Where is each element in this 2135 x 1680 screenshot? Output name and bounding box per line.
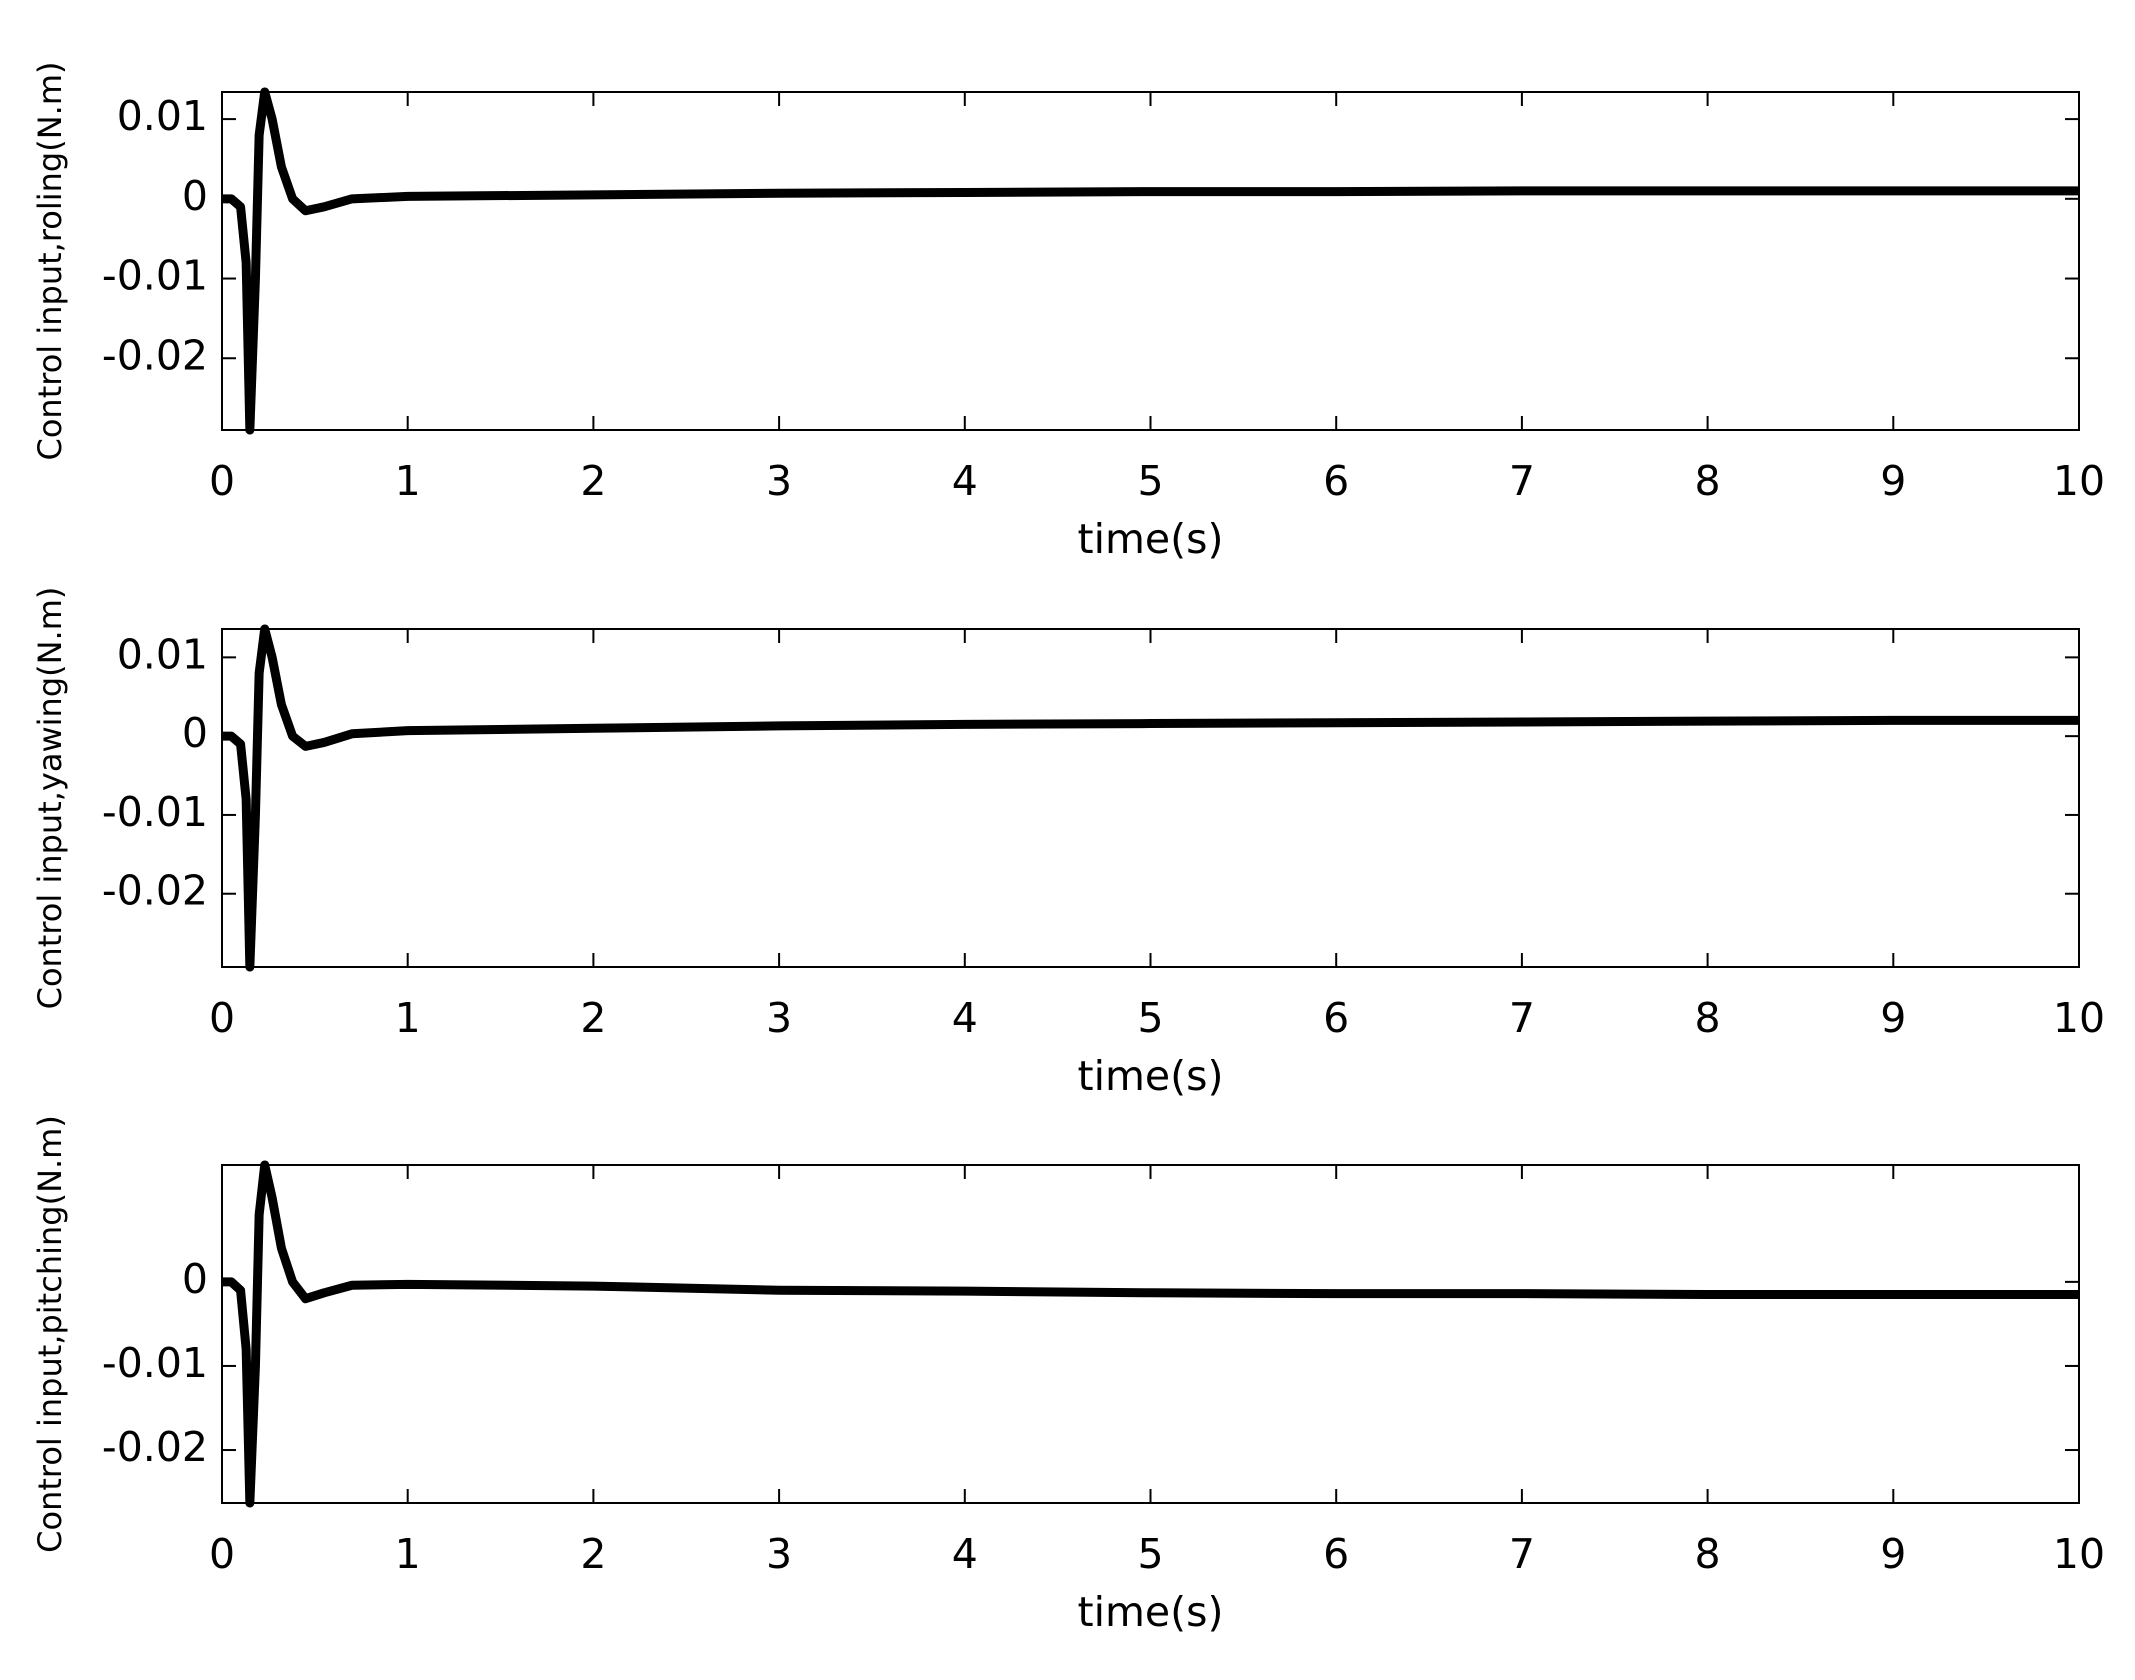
x-tick-label: 4 bbox=[952, 457, 978, 505]
x-tick-label: 4 bbox=[952, 994, 978, 1042]
plot-frame bbox=[221, 91, 2080, 431]
y-tick-label: 0.01 bbox=[117, 92, 208, 140]
x-tick-label: 9 bbox=[1880, 994, 1906, 1042]
x-tick-label: 3 bbox=[766, 457, 792, 505]
x-tick-label: 10 bbox=[2053, 1530, 2105, 1578]
y-tick-label: 0.01 bbox=[117, 630, 208, 678]
x-tick-label: 0 bbox=[209, 457, 235, 505]
x-axis-label: time(s) bbox=[1078, 1588, 1224, 1636]
x-tick-label: 9 bbox=[1880, 1530, 1906, 1578]
y-tick-label: -0.01 bbox=[102, 788, 208, 836]
line bbox=[222, 87, 2079, 435]
y-tick-label: 0 bbox=[182, 1255, 208, 1303]
x-tick-label: 6 bbox=[1323, 457, 1349, 505]
y-tick-label: -0.02 bbox=[102, 867, 208, 915]
x-tick-label: 4 bbox=[952, 1530, 978, 1578]
x-tick-label: 10 bbox=[2053, 994, 2105, 1042]
y-tick-label: -0.01 bbox=[102, 1339, 208, 1387]
x-tick-label: 7 bbox=[1509, 457, 1535, 505]
x-tick-label: 8 bbox=[1695, 457, 1721, 505]
y-tick-label: -0.01 bbox=[102, 252, 208, 300]
x-tick-label: 3 bbox=[766, 994, 792, 1042]
x-tick-label: 8 bbox=[1695, 1530, 1721, 1578]
x-tick-label: 6 bbox=[1323, 994, 1349, 1042]
y-axis-label: Control input,pitching(N.m) bbox=[31, 1115, 69, 1553]
y-tick-label: 0 bbox=[182, 172, 208, 220]
x-tick-label: 0 bbox=[209, 994, 235, 1042]
x-tick-label: 1 bbox=[395, 457, 421, 505]
x-tick-label: 5 bbox=[1137, 457, 1163, 505]
x-tick-label: 1 bbox=[395, 1530, 421, 1578]
y-tick-label: -0.02 bbox=[102, 331, 208, 379]
x-tick-label: 3 bbox=[766, 1530, 792, 1578]
x-tick-label: 9 bbox=[1880, 457, 1906, 505]
line bbox=[222, 624, 2079, 972]
x-tick-label: 2 bbox=[580, 994, 606, 1042]
x-axis-label: time(s) bbox=[1078, 515, 1224, 563]
x-tick-label: 7 bbox=[1509, 994, 1535, 1042]
x-axis-label: time(s) bbox=[1078, 1052, 1224, 1100]
plot-frame bbox=[221, 1164, 2080, 1504]
x-tick-label: 5 bbox=[1137, 1530, 1163, 1578]
y-tick-label: -0.02 bbox=[102, 1423, 208, 1471]
y-axis-label: Control input,roling(N.m) bbox=[31, 62, 69, 461]
x-tick-label: 2 bbox=[580, 1530, 606, 1578]
y-tick-label: 0 bbox=[182, 709, 208, 757]
x-tick-label: 10 bbox=[2053, 457, 2105, 505]
y-axis-label: Control input,yawing(N.m) bbox=[31, 587, 69, 1010]
x-tick-label: 6 bbox=[1323, 1530, 1349, 1578]
x-tick-label: 0 bbox=[209, 1530, 235, 1578]
x-tick-label: 8 bbox=[1695, 994, 1721, 1042]
x-tick-label: 5 bbox=[1137, 994, 1163, 1042]
x-tick-label: 1 bbox=[395, 994, 421, 1042]
plot-frame bbox=[221, 628, 2080, 968]
x-tick-label: 7 bbox=[1509, 1530, 1535, 1578]
x-tick-label: 2 bbox=[580, 457, 606, 505]
line bbox=[222, 1160, 2079, 1508]
